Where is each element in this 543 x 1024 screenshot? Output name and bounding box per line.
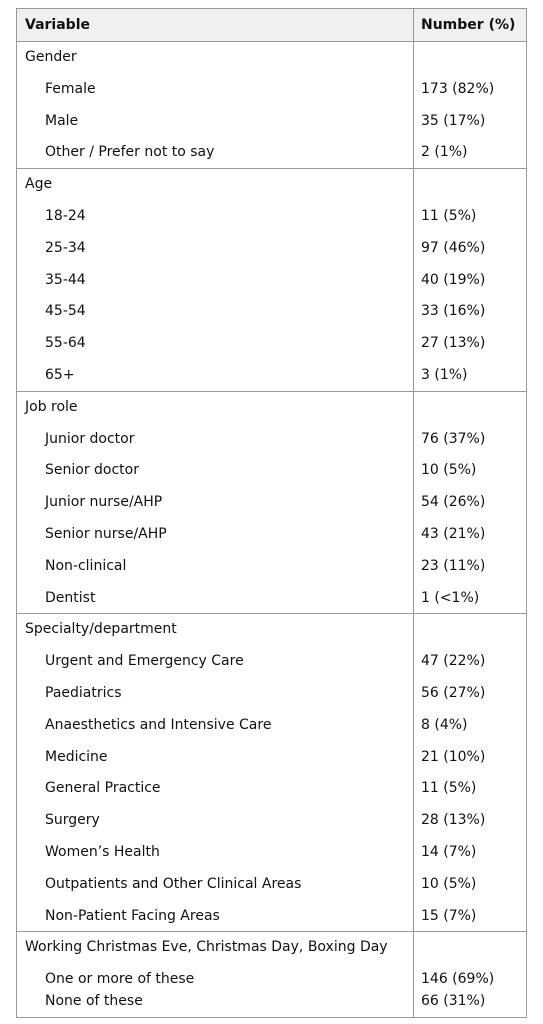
row-label: Non-Patient Facing Areas <box>45 907 220 924</box>
section-line <box>17 931 526 933</box>
row-value: 23 (11%) <box>421 557 486 574</box>
row-label: Anaesthetics and Intensive Care <box>45 716 272 733</box>
row-label: 35-44 <box>45 271 86 288</box>
row-value: 2 (1%) <box>421 144 468 161</box>
row-label: 25-34 <box>45 239 86 256</box>
row-label: Dentist <box>45 589 96 606</box>
table: Variable Number (%) Gender Female 173 (82%… <box>16 8 527 1019</box>
row-label: 55-64 <box>45 335 86 352</box>
row-value: 10 (5%) <box>421 875 477 892</box>
section-title: Working Christmas Eve, Christmas Day, Bo… <box>25 939 388 956</box>
section-line <box>17 168 526 170</box>
row-label: 45-54 <box>45 303 86 320</box>
row-label: Non-clinical <box>45 557 127 574</box>
row-label: Junior nurse/AHP <box>45 494 163 511</box>
row-label: Junior doctor <box>45 430 135 447</box>
row-value: 146 (69%) <box>421 971 495 988</box>
row-value: 47 (22%) <box>421 653 486 670</box>
section-title: Job role <box>25 398 78 415</box>
row-value: 43 (21%) <box>421 526 486 542</box>
row-value: 14 (7%) <box>421 844 477 860</box>
row-label: Senior nurse/AHP <box>45 526 167 542</box>
row-label: Female <box>45 80 96 97</box>
header-background <box>17 9 526 41</box>
header-variable: Variable <box>25 17 90 33</box>
row-value: 97 (46%) <box>421 239 486 256</box>
row-label: General Practice <box>45 780 161 797</box>
row-value: 76 (37%) <box>421 430 486 447</box>
row-value: 35 (17%) <box>421 112 486 129</box>
header-number: Number (%) <box>421 17 516 33</box>
column-divider <box>413 9 414 1018</box>
row-label: Senior doctor <box>45 462 139 479</box>
section-line <box>17 613 526 615</box>
row-label: 65+ <box>45 367 75 383</box>
row-value: 173 (82%) <box>421 80 495 97</box>
row-value: 27 (13%) <box>421 335 486 352</box>
row-value: 21 (10%) <box>421 748 486 765</box>
section-title: Gender <box>25 49 77 65</box>
row-label: None of these <box>45 993 143 1010</box>
row-label: 18-24 <box>45 208 86 224</box>
row-value: 3 (1%) <box>421 367 468 383</box>
row-value: 10 (5%) <box>421 462 477 479</box>
row-value: 11 (5%) <box>421 780 477 797</box>
section-title: Specialty/department <box>25 621 177 638</box>
row-value: 40 (19%) <box>421 271 486 288</box>
row-value: 8 (4%) <box>421 716 468 733</box>
row-label: Other / Prefer not to say <box>45 144 215 161</box>
row-label: Surgery <box>45 812 100 829</box>
row-value: 15 (7%) <box>421 907 477 924</box>
row-label: Male <box>45 112 79 129</box>
row-value: 11 (5%) <box>421 208 477 224</box>
row-value: 1 (<1%) <box>421 589 480 606</box>
row-label: Outpatients and Other Clinical Areas <box>45 875 302 892</box>
header-line <box>17 41 526 42</box>
row-value: 54 (26%) <box>421 494 486 511</box>
row-label: One or more of these <box>45 971 195 988</box>
section-title: Age <box>25 176 53 193</box>
row-value: 33 (16%) <box>421 303 486 320</box>
row-value: 56 (27%) <box>421 685 486 701</box>
row-value: 28 (13%) <box>421 812 486 829</box>
row-label: Urgent and Emergency Care <box>45 653 244 670</box>
row-value: 66 (31%) <box>421 993 486 1010</box>
row-label: Women’s Health <box>45 844 160 860</box>
row-label: Paediatrics <box>45 685 122 701</box>
row-label: Medicine <box>45 748 108 765</box>
section-line <box>17 390 526 392</box>
